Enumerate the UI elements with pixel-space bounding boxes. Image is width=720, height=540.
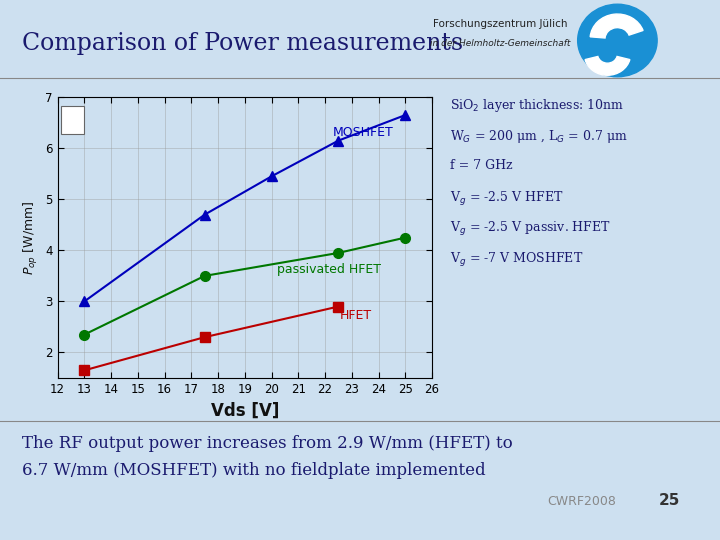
Text: V$_g$ = -2.5 V passiv. HFET: V$_g$ = -2.5 V passiv. HFET: [450, 220, 611, 238]
Wedge shape: [590, 14, 643, 38]
Text: 25: 25: [659, 492, 680, 508]
Y-axis label: $P_{op}$ [W/mm]: $P_{op}$ [W/mm]: [22, 200, 40, 275]
Text: f = 7 GHz: f = 7 GHz: [450, 159, 513, 172]
Text: V$_g$ = -2.5 V HFET: V$_g$ = -2.5 V HFET: [450, 190, 564, 207]
Text: V$_g$ = -7 V MOSHFET: V$_g$ = -7 V MOSHFET: [450, 251, 583, 269]
Circle shape: [577, 4, 657, 77]
FancyBboxPatch shape: [61, 106, 84, 134]
Text: in der Helmholtz-Gemeinschaft: in der Helmholtz-Gemeinschaft: [431, 39, 570, 48]
Text: The RF output power increases from 2.9 W/mm (HFET) to: The RF output power increases from 2.9 W…: [22, 435, 513, 451]
Text: HFET: HFET: [340, 309, 372, 322]
Text: CWRF2008: CWRF2008: [547, 495, 616, 508]
Text: W$_G$ = 200 μm , L$_G$ = 0.7 μm: W$_G$ = 200 μm , L$_G$ = 0.7 μm: [450, 128, 628, 145]
Text: Forschungszentrum Jülich: Forschungszentrum Jülich: [433, 19, 567, 29]
X-axis label: Vds [V]: Vds [V]: [211, 401, 279, 420]
Text: passivated HFET: passivated HFET: [277, 264, 381, 276]
Text: SiO$_2$ layer thickness: 10nm: SiO$_2$ layer thickness: 10nm: [450, 97, 624, 114]
Text: MOSHFET: MOSHFET: [333, 126, 394, 139]
Text: Comparison of Power measurements: Comparison of Power measurements: [22, 32, 463, 56]
Text: 6.7 W/mm (MOSHFET) with no fieldplate implemented: 6.7 W/mm (MOSHFET) with no fieldplate im…: [22, 462, 485, 478]
Wedge shape: [585, 57, 630, 75]
